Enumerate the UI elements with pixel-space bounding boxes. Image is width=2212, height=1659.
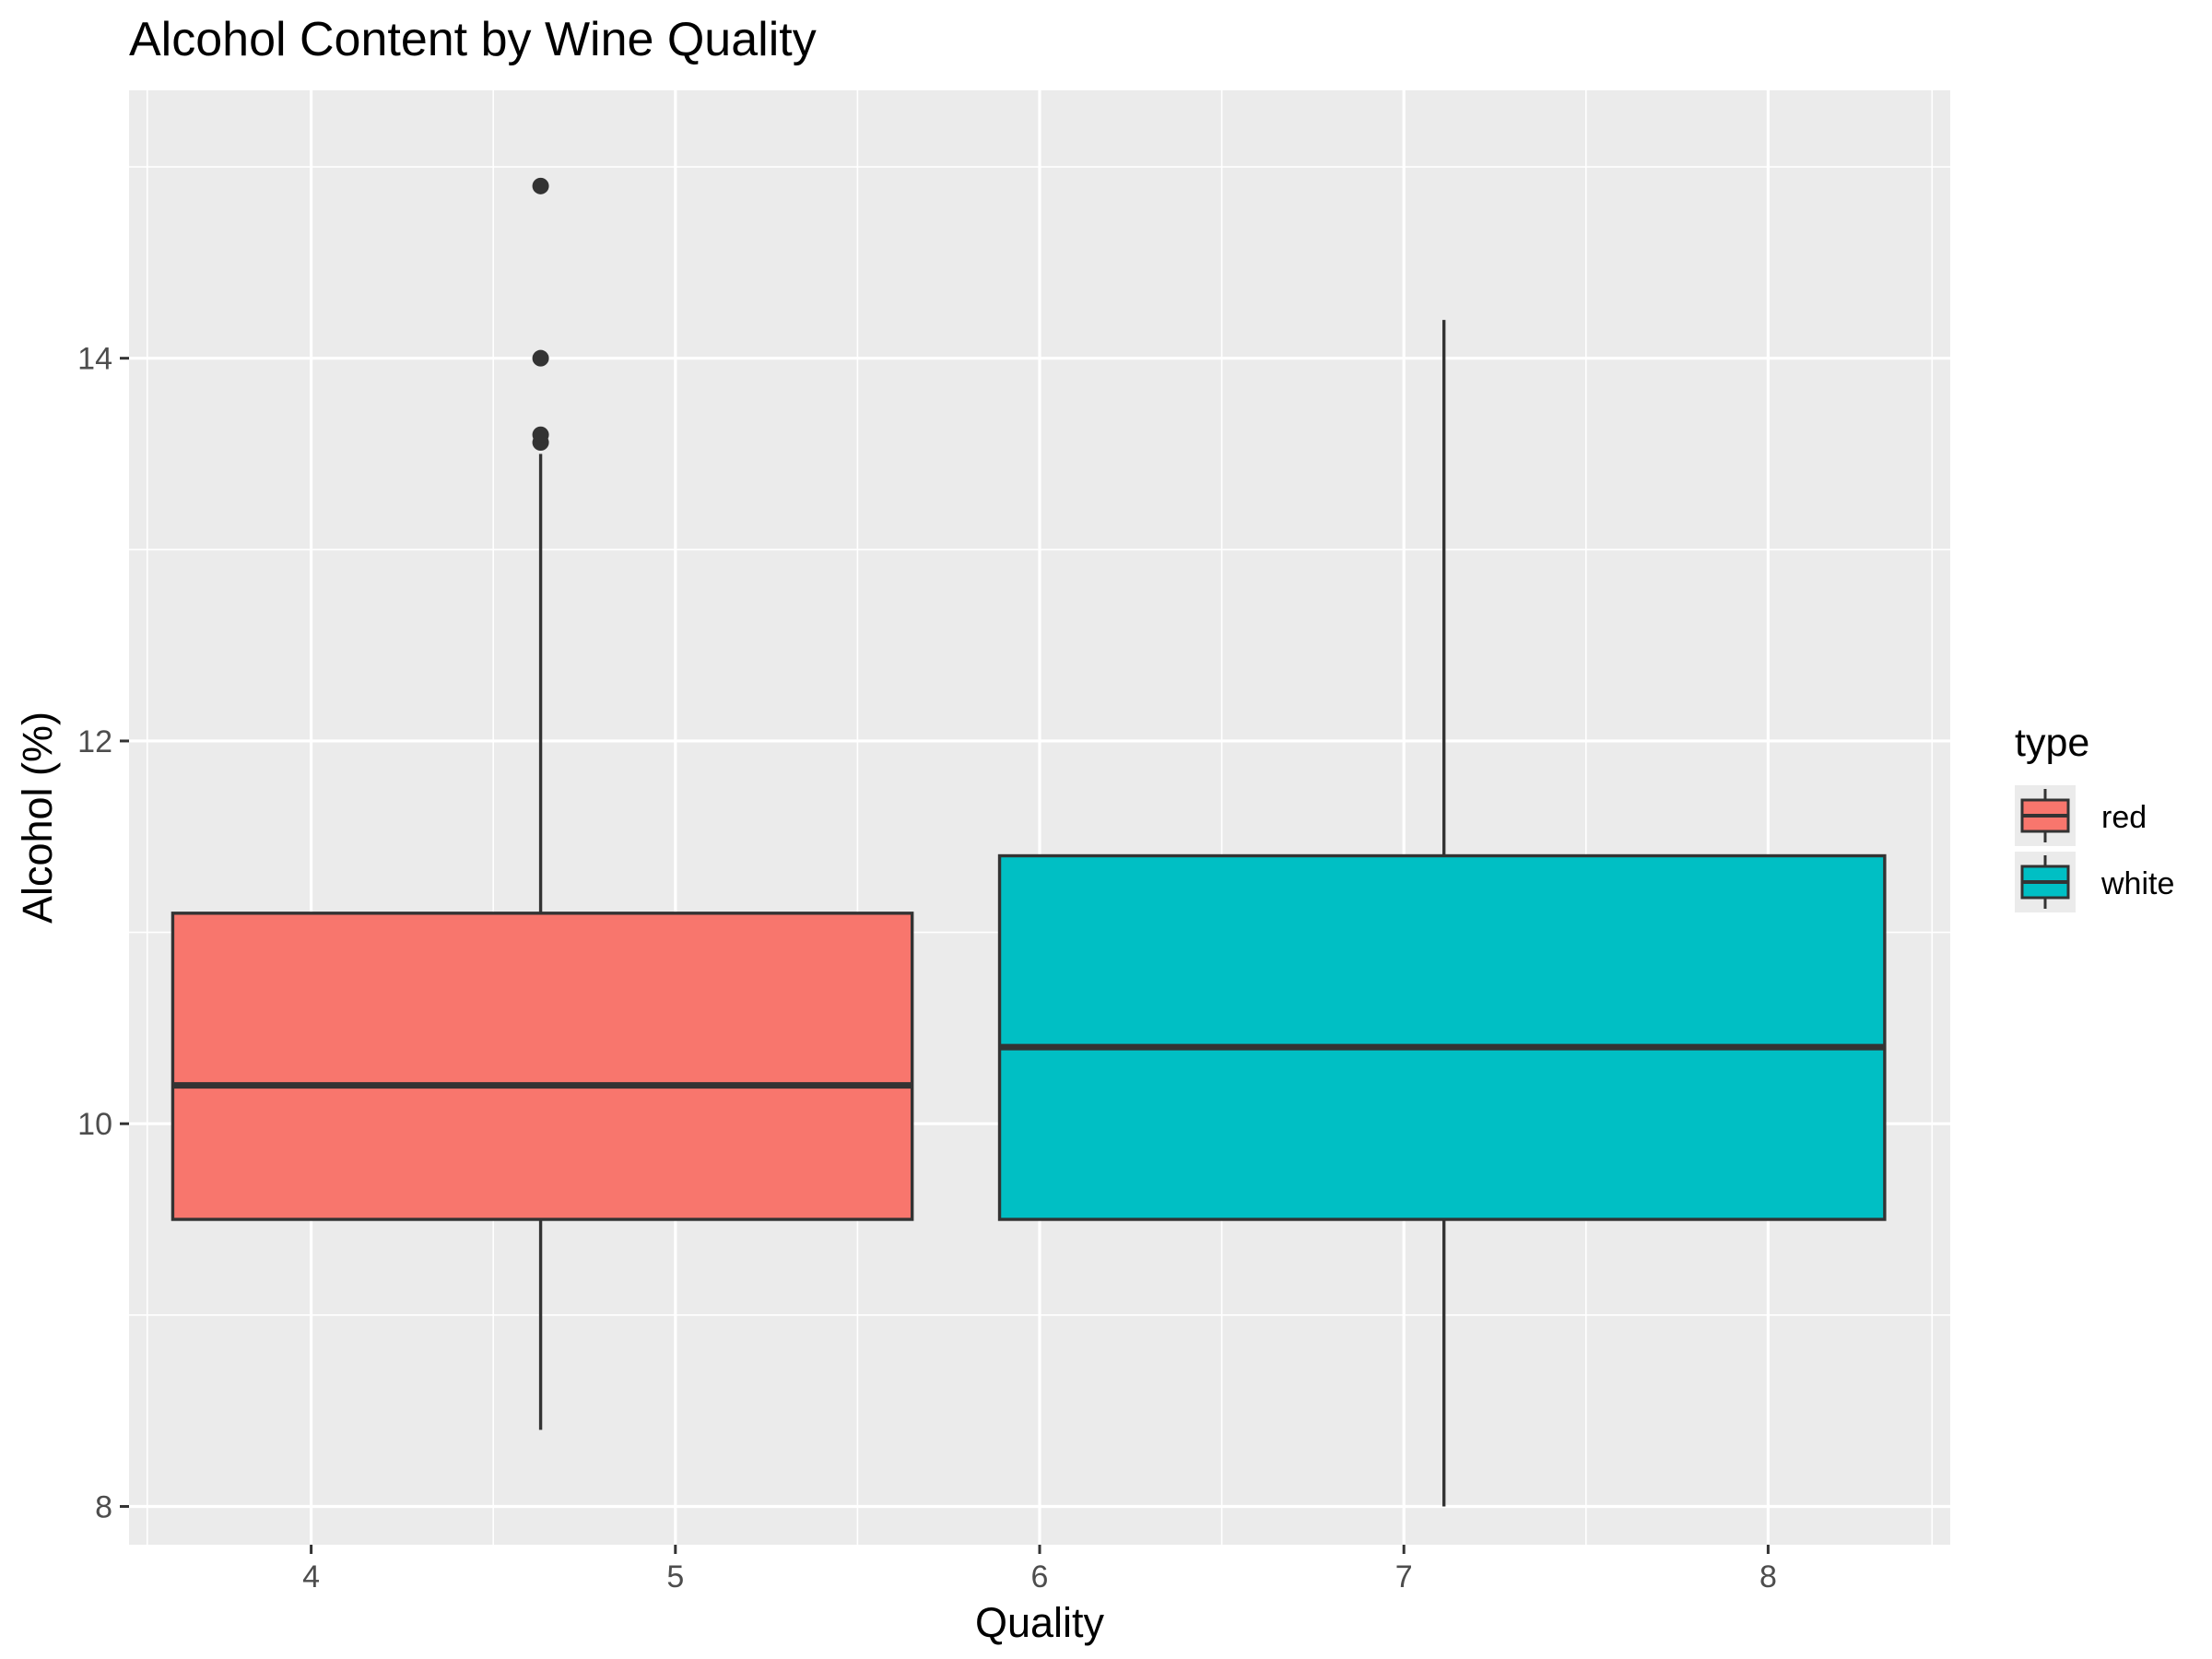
y-tick-label: 12 <box>77 724 112 759</box>
x-axis: 4 5 6 7 8 <box>302 1545 1777 1594</box>
x-tick-label: 7 <box>1395 1559 1413 1594</box>
y-tick-label: 14 <box>77 342 112 377</box>
y-axis: 8 10 12 14 <box>77 342 129 1524</box>
outlier-point <box>532 177 549 194</box>
legend-keys <box>2015 785 2076 912</box>
y-tick-label: 10 <box>77 1107 112 1142</box>
x-axis-title: Quality <box>975 1599 1105 1646</box>
legend-title: type <box>2015 721 2089 765</box>
x-tick-label: 8 <box>1759 1559 1777 1594</box>
chart-title: Alcohol Content by Wine Quality <box>129 13 817 66</box>
boxplot-red <box>171 177 914 1430</box>
boxplot-white <box>997 320 1887 1507</box>
legend-key-white <box>2015 852 2076 912</box>
box <box>171 912 914 1221</box>
outlier-point <box>532 349 549 367</box>
boxes <box>171 177 1887 1507</box>
legend-key-red <box>2015 785 2076 846</box>
grid-major <box>129 90 1950 1545</box>
y-axis-title: Alcohol (%) <box>14 712 61 924</box>
y-tick-label: 8 <box>95 1489 112 1524</box>
legend-label-white: white <box>2100 866 2174 901</box>
x-tick-label: 6 <box>1031 1559 1049 1594</box>
legend-label-red: red <box>2101 800 2147 835</box>
box <box>997 853 1887 1221</box>
x-tick-label: 5 <box>666 1559 684 1594</box>
outlier-point <box>532 426 549 443</box>
x-tick-label: 4 <box>302 1559 320 1594</box>
legend: type red white <box>2015 721 2174 912</box>
